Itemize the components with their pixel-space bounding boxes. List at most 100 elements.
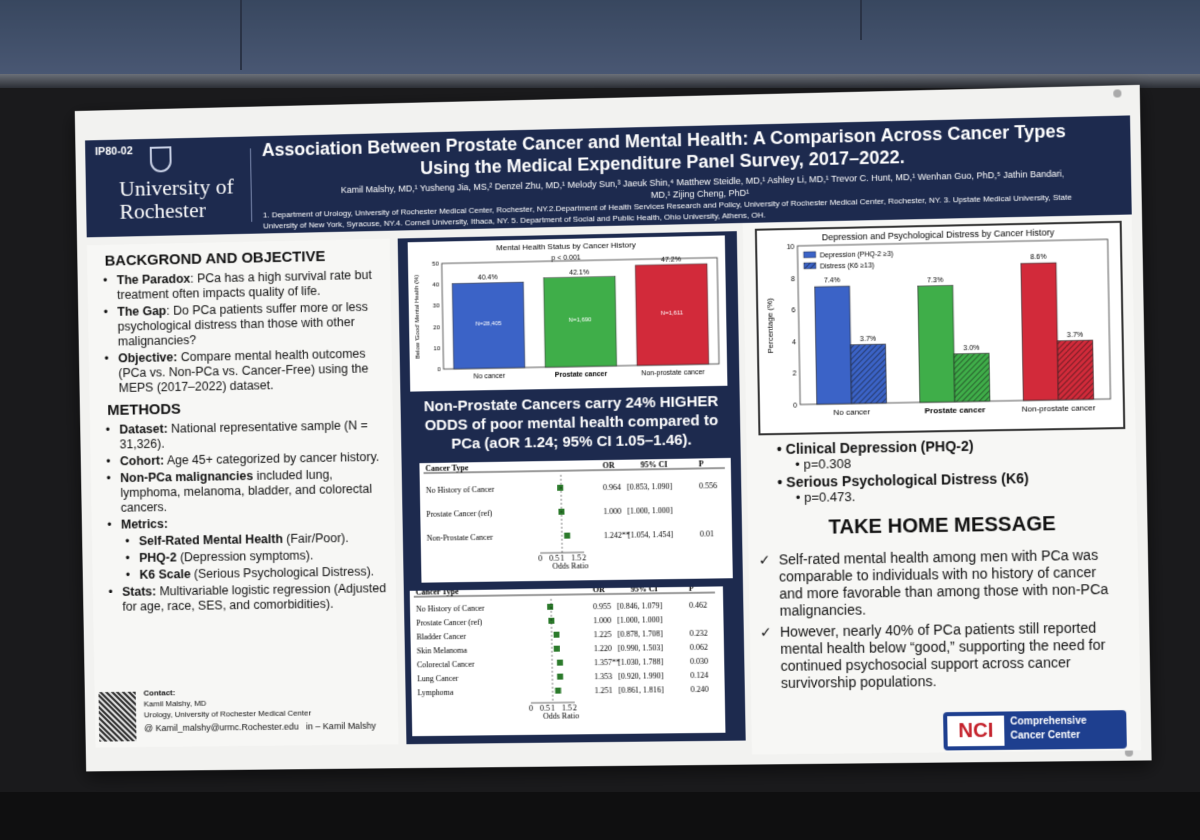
list-item: Dataset: National representative sample … xyxy=(119,418,393,453)
forest-tick: 0 xyxy=(538,554,542,563)
row-p: 0.556 xyxy=(699,481,717,490)
item-label: PHQ-2 xyxy=(139,551,177,565)
bar-value-label: 3.0% xyxy=(963,344,979,351)
table-rule xyxy=(424,468,725,473)
bar xyxy=(954,353,990,401)
row-or: 0.955 xyxy=(593,602,611,611)
table-svg: Cancer Type OR 95% CI P No History of Cancer… xyxy=(419,458,732,583)
wall-seam xyxy=(860,0,862,40)
item-label: Metrics: xyxy=(121,517,168,532)
bar-value-label: 40.4% xyxy=(478,275,498,282)
y-tick-label: 20 xyxy=(433,325,440,331)
right-column: Depression and Psychological Distress by… xyxy=(743,214,1142,754)
linkedin-text: in – Kamil Malshy xyxy=(306,721,376,732)
y-axis-label: Percentage (%) xyxy=(765,297,775,353)
list-item: Metrics: xyxy=(121,513,395,532)
item-label: The Gap xyxy=(117,304,166,319)
list-item: The Paradox: PCa has a high survival rat… xyxy=(117,268,391,303)
nci-mark: NCI xyxy=(947,716,1004,747)
table-header: 95% CI xyxy=(631,586,658,593)
bar-n-label: N=1,690 xyxy=(569,318,593,324)
contact-email[interactable]: @ Kamil_malshy@urmc.Rochester.edu in – K… xyxy=(144,721,390,735)
row-name: Prostate Cancer (ref) xyxy=(426,509,493,519)
row-ci: [0.920, 1.990] xyxy=(618,671,664,681)
bar xyxy=(815,286,852,404)
bar-n-label: N=28,405 xyxy=(475,321,502,328)
row-name: Skin Melanoma xyxy=(417,646,468,656)
item-label: Dataset: xyxy=(119,422,168,437)
take-home-list: Self-rated mental health among men with … xyxy=(748,546,1115,692)
chart-svg: Depression and Psychological Distress by… xyxy=(757,223,1123,433)
x-tick-label: Prostate cancer xyxy=(925,405,986,415)
row-or: 1.251 xyxy=(594,686,612,695)
row-p: 0.01 xyxy=(700,529,714,538)
forest-marker xyxy=(557,660,563,666)
research-poster: IP80-02 University of Rochester Associat… xyxy=(75,85,1152,772)
qr-code[interactable] xyxy=(98,692,136,742)
y-tick-label: 2 xyxy=(793,371,797,378)
row-name: Lung Cancer xyxy=(417,674,459,684)
row-or: 1.357** xyxy=(594,658,620,667)
chart-svg: Mental Health Status by Cancer Historyp … xyxy=(408,235,728,391)
forest-plot-table-1: Cancer Type OR 95% CI P No History of Cancer… xyxy=(419,458,732,583)
university-logo: University of Rochester xyxy=(119,174,247,222)
bar xyxy=(1057,340,1093,400)
forest-marker xyxy=(557,674,563,680)
bar xyxy=(918,286,955,403)
pushpin xyxy=(1113,89,1121,97)
table-rule xyxy=(414,593,715,597)
list-item: PHQ-2 (Depression symptoms). xyxy=(139,547,395,566)
y-axis-label: Below 'Good' Mental Health (%) xyxy=(414,275,421,359)
background-heading: BACKGROND AND OBJECTIVE xyxy=(105,247,391,270)
table-header: 95% CI xyxy=(640,460,667,470)
item-label: Self-Rated Mental Health xyxy=(139,532,283,548)
background-list: The Paradox: PCa has a high survival rat… xyxy=(87,268,392,397)
depression-label-text: Clinical Depression (PHQ-2) xyxy=(786,438,974,457)
row-p: 0.124 xyxy=(690,671,708,680)
item-label: Stats: xyxy=(122,584,156,598)
nci-logo: NCI Comprehensive Cancer Center xyxy=(943,710,1127,750)
chart-title: Mental Health Status by Cancer History xyxy=(496,240,636,252)
legend-swatch xyxy=(804,263,816,269)
bar-value-label: 3.7% xyxy=(1067,331,1083,338)
distress-p-text: p=0.473. xyxy=(804,489,856,505)
bar xyxy=(1021,263,1059,401)
nci-text: Comprehensive Cancer Center xyxy=(1010,715,1087,744)
table-svg: Cancer Type OR 95% CI P No History of Cancer… xyxy=(410,586,726,736)
forest-marker xyxy=(564,533,570,539)
row-ci: [0.990, 1.503] xyxy=(618,643,664,653)
row-or: 1.220 xyxy=(594,644,612,653)
y-tick-label: 8 xyxy=(791,276,795,283)
list-item: The Gap: Do PCa patients suffer more or … xyxy=(117,299,391,349)
take-home-item: Self-rated mental health among men with … xyxy=(779,546,1115,619)
floor xyxy=(0,792,1200,840)
forest-tick: 0 xyxy=(529,704,533,713)
forest-marker xyxy=(554,632,560,638)
item-text: (Depression symptoms). xyxy=(177,548,314,564)
wall-seam xyxy=(240,0,242,70)
middle-column: Mental Health Status by Cancer History p … xyxy=(398,231,746,744)
row-ci: [0.878, 1.708] xyxy=(617,629,663,639)
legend-label: Distress (K6 ≥13) xyxy=(820,262,875,270)
results-stats: • Clinical Depression (PHQ-2) • p=0.308 … xyxy=(757,433,1123,505)
list-item: Stats: Multivariable logistic regression… xyxy=(122,581,396,615)
take-home-heading: TAKE HOME MESSAGE xyxy=(748,512,1138,541)
left-column: BACKGROND AND OBJECTIVE The Paradox: PCa… xyxy=(87,239,399,748)
forest-axis-label: Odds Ratio xyxy=(543,711,579,720)
methods-list: Dataset: National representative sample … xyxy=(90,418,396,615)
poster-code: IP80-02 xyxy=(95,145,133,158)
item-label: The Paradox xyxy=(117,272,191,287)
board-rail xyxy=(0,74,1200,88)
item-label: Cohort: xyxy=(120,454,164,469)
row-name: Non-Prostate Cancer xyxy=(427,533,494,543)
x-tick-label: No cancer xyxy=(474,373,506,381)
row-name: No History of Cancer xyxy=(426,485,495,495)
row-p: 0.030 xyxy=(690,657,708,666)
university-crest-icon xyxy=(150,146,172,172)
item-label: Non-PCa malignancies xyxy=(120,469,253,485)
item-text: (Fair/Poor). xyxy=(283,531,349,546)
item-text: Multivariable logistic regression (Adjus… xyxy=(122,581,386,613)
x-tick-label: No cancer xyxy=(833,407,870,417)
x-tick-label: Non-prostate cancer xyxy=(641,369,705,377)
bar-value-label: 8.6% xyxy=(1030,254,1046,261)
